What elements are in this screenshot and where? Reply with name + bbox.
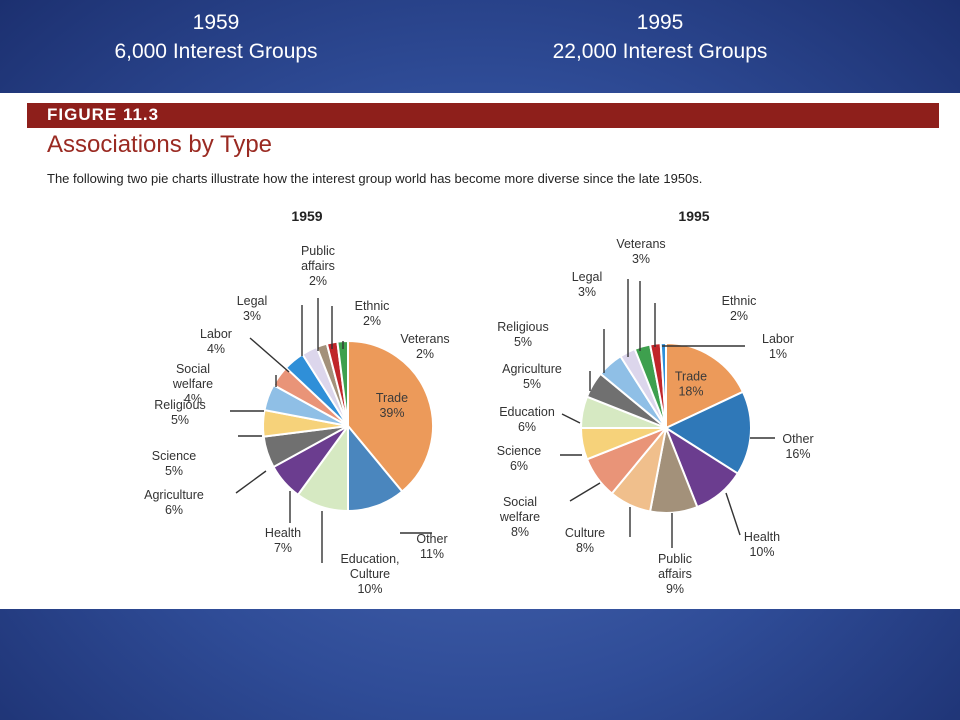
pie-charts: 1959 Trade 39% Other 11% Education, Culture 10%… [144, 208, 814, 596]
pie-chart-title: 1959 [291, 208, 322, 224]
right-header-year: 1995 [636, 11, 684, 34]
slice-label-education: Education 6% [499, 405, 555, 434]
pie-slice-other [663, 390, 752, 475]
figure-caption: The following two pie charts illustrate … [47, 171, 703, 186]
leader-line-agriculture [235, 470, 267, 494]
slice-label-labor: Labor 4% [200, 327, 232, 356]
slice-label-religious: Religious 5% [154, 398, 205, 427]
right-header: 1995 22,000 Interest Groups [460, 8, 860, 66]
slice-label-social-welfare: Social welfare 4% [172, 362, 213, 406]
figure-banner: FIGURE 11.3 [27, 103, 939, 128]
leader-line-social-welfare [569, 482, 601, 502]
slice-label-science: Science 5% [152, 449, 197, 478]
pie-chart-1959: 1959 Trade 39% Other 11% Education, Culture 10%… [144, 208, 450, 596]
slice-label-health: Health 10% [744, 530, 780, 559]
slice-label-trade: Trade 39% [376, 391, 408, 420]
figure-panel: FIGURE 11.3 Associations by Type The fol… [0, 93, 960, 609]
pie-chart-title: 1995 [678, 208, 709, 224]
slice-label-labor: Labor 1% [762, 332, 794, 361]
slice-label-public-affairs: Public affairs 9% [658, 552, 692, 596]
slice-label-public-affairs: Public affairs 2% [301, 244, 335, 288]
slice-label-other: Other 11% [416, 532, 447, 561]
slice-label-other: Other 16% [782, 432, 813, 461]
leader-line-labor [249, 337, 290, 373]
slice-label-legal: Legal 3% [237, 294, 268, 323]
pie-slice-trade [665, 341, 745, 430]
left-header-year: 1959 [192, 11, 240, 34]
leader-line-education [561, 413, 581, 424]
leader-line-health [725, 492, 741, 536]
slice-label-education-culture: Education, Culture 10% [340, 552, 399, 596]
slice-label-culture: Culture 8% [565, 526, 605, 555]
slice-label-trade: Trade 18% [675, 370, 707, 399]
slice-label-ethnic: Ethnic 2% [722, 294, 757, 323]
left-header-count: 6,000 Interest Groups [114, 40, 318, 63]
pie-slice-labor [659, 341, 667, 429]
slice-label-legal: Legal 3% [572, 270, 603, 299]
pie-chart-1995: 1995 Trade 18% Other 16% Health 10% Public affai… [497, 208, 814, 596]
left-header: 1959 6,000 Interest Groups [16, 8, 416, 66]
slice-label-veterans: Veterans 2% [400, 332, 449, 361]
figure-title: Associations by Type [47, 131, 273, 158]
figure-number: FIGURE 11.3 [47, 105, 160, 124]
slice-label-agriculture: Agriculture 5% [502, 362, 562, 391]
slice-label-religious: Religious 5% [497, 320, 548, 349]
slice-label-health: Health 7% [265, 526, 301, 555]
pie-slice-trade [347, 339, 434, 493]
slice-label-agriculture: Agriculture 6% [144, 488, 204, 517]
right-header-count: 22,000 Interest Groups [552, 40, 768, 63]
slice-label-veterans: Veterans 3% [616, 237, 665, 266]
slice-label-ethnic: Ethnic 2% [355, 299, 390, 328]
slice-label-science: Science 6% [497, 444, 542, 473]
slice-label-social-welfare: Social welfare 8% [499, 495, 540, 539]
